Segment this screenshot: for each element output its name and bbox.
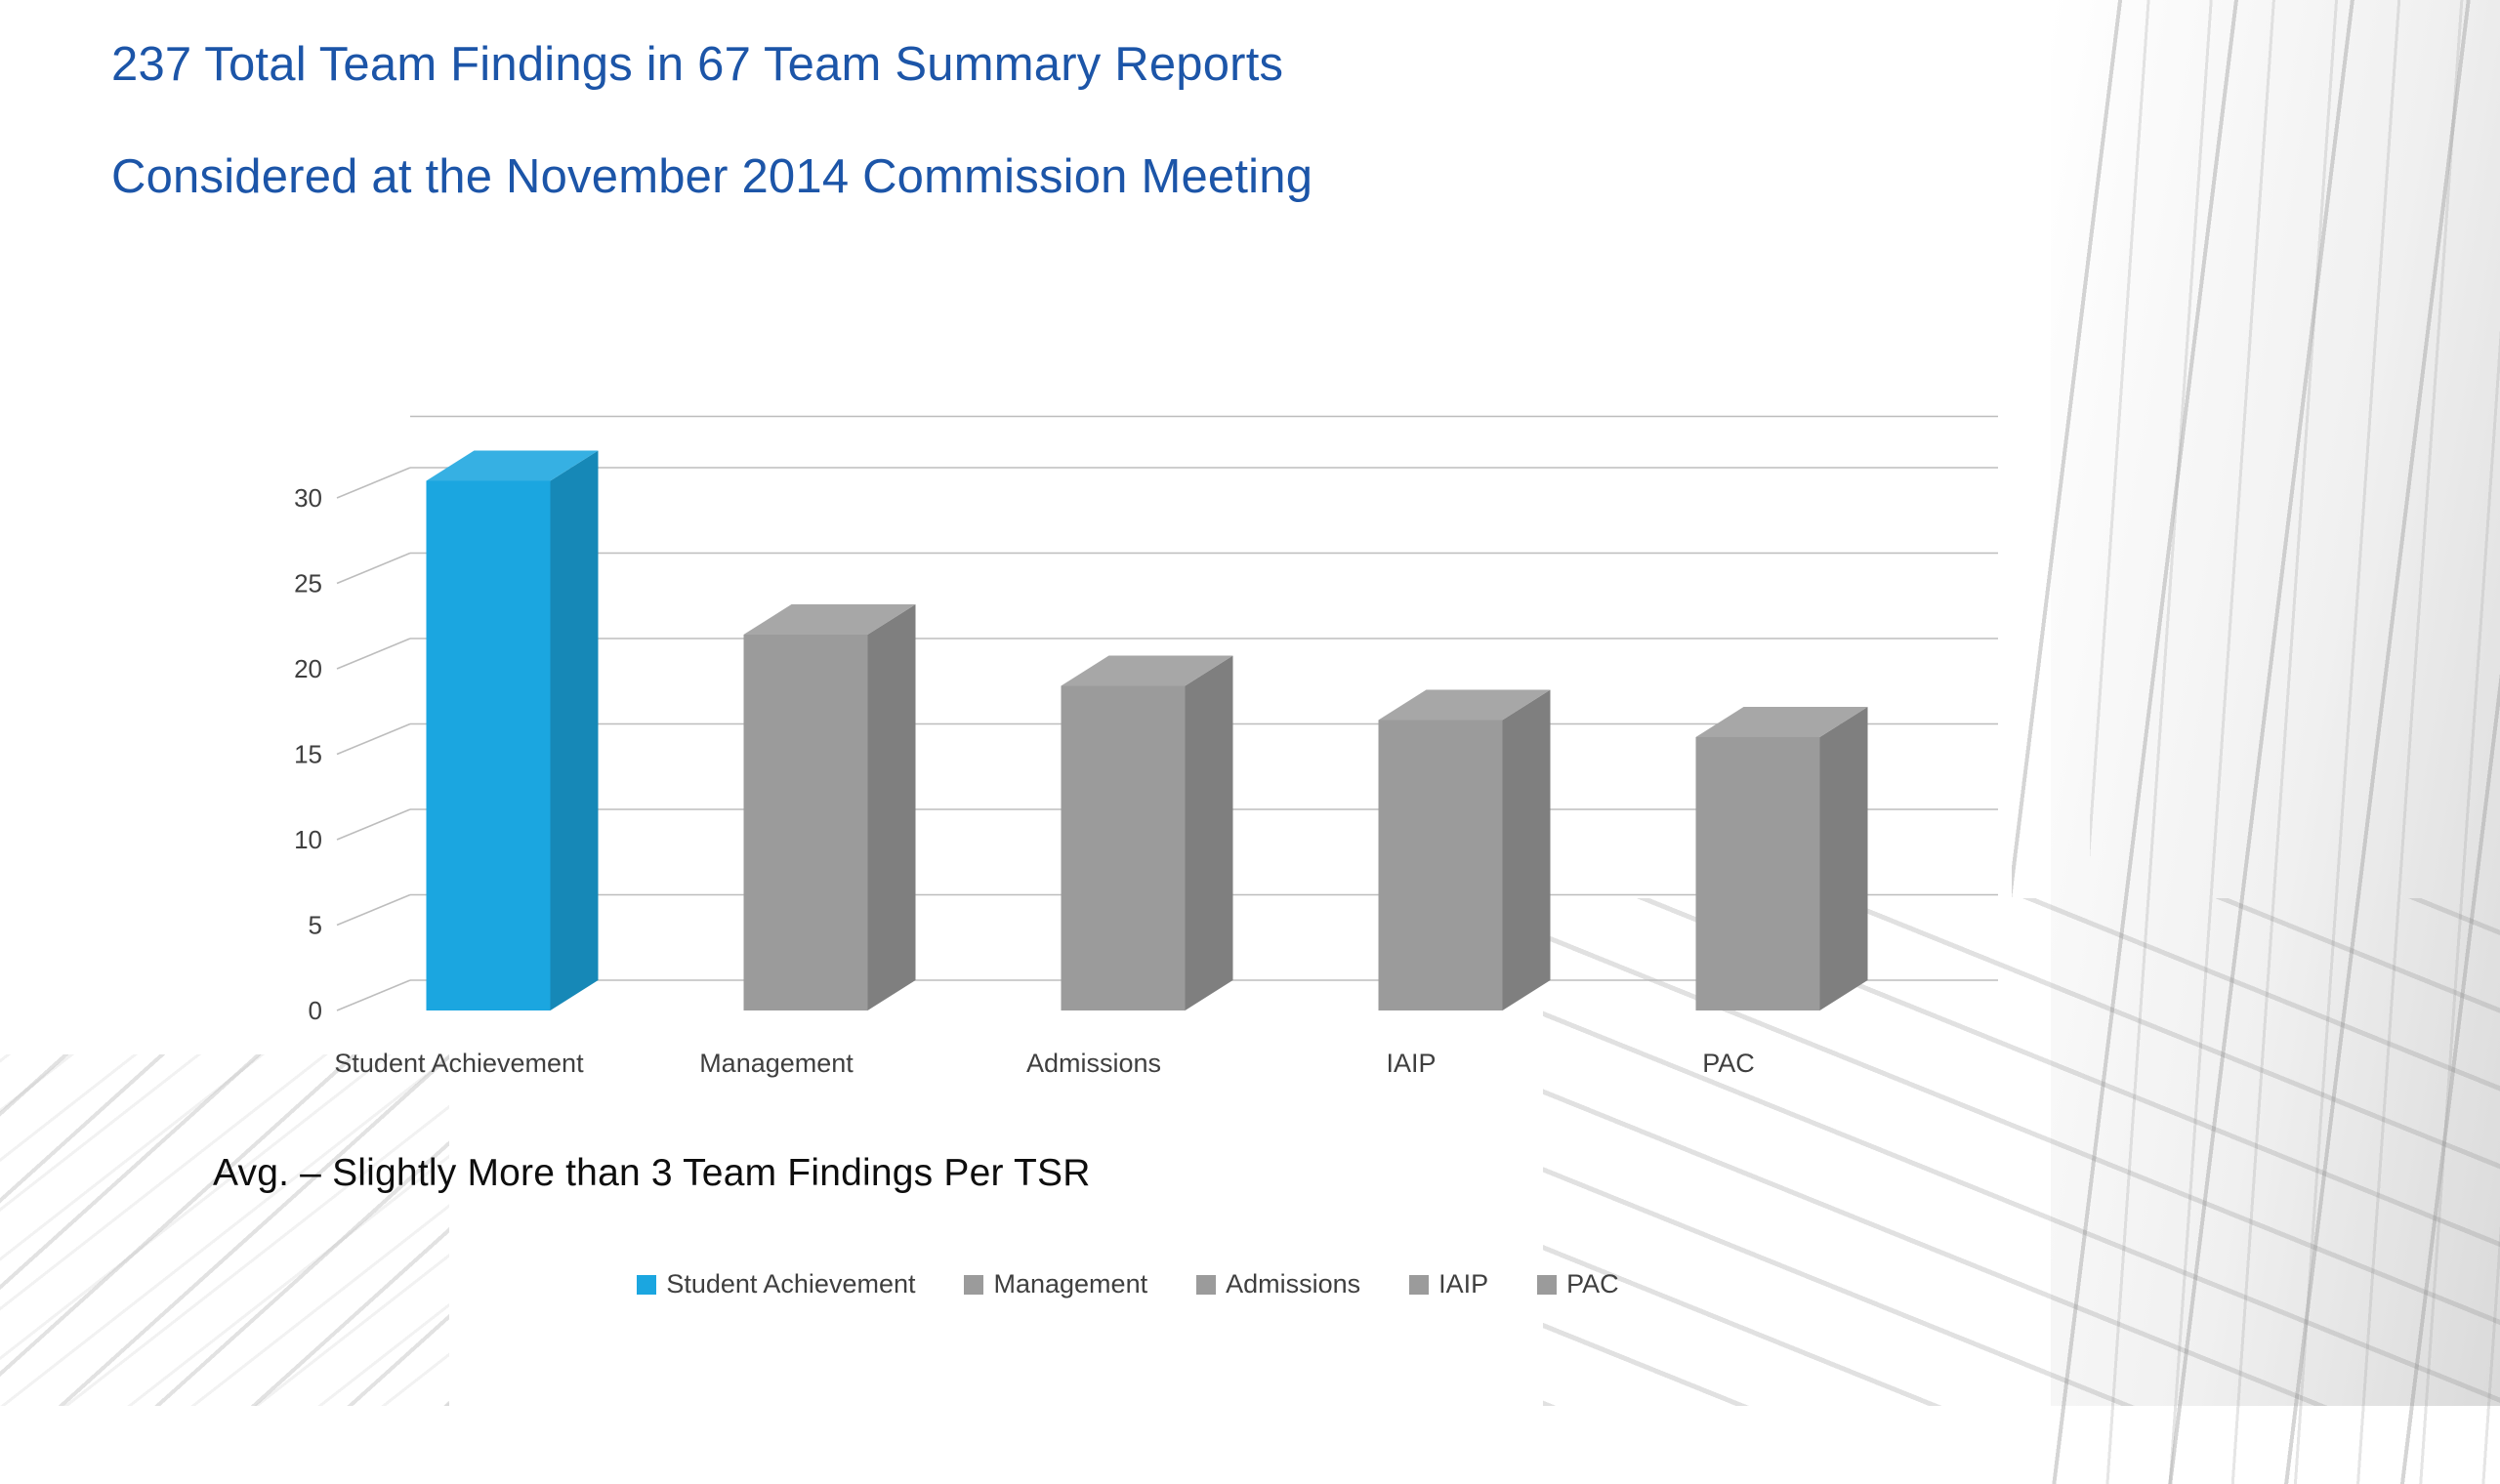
bar-front-student-achievement [426,480,551,1010]
bar-top-management [743,604,916,635]
bar-chart-canvas: 0 5 10 15 20 25 30 Student Achievement Managemen… [294,415,1998,1078]
y-tick-label: 10 [294,825,322,854]
x-category-label: Management [699,1049,854,1078]
chart-legend: Student Achievement Management Admissions I… [0,1269,2256,1299]
slide-title-line-1: 237 Total Team Findings in 67 Team Summa… [111,38,1284,91]
bar-front-pac [1695,737,1820,1010]
y-tick-label: 5 [309,911,322,940]
legend-item: Management [964,1269,1147,1299]
bar-top-admissions [1061,655,1233,686]
legend-label: PAC [1566,1269,1619,1298]
bar-top-iaip [1378,689,1551,721]
legend-swatch [1409,1274,1430,1295]
gridline-depth-25 [336,552,411,585]
average-annotation: Avg. – Slightly More than 3 Team Finding… [213,1152,1091,1194]
legend-label: Student Achievement [666,1269,916,1298]
gridline-depth-0 [336,979,411,1011]
bar-side-student-achievement [550,450,599,1010]
background-architecture-right [2012,0,2500,1484]
bar-chart: 0 5 10 15 20 25 30 Student Achievement Managemen… [244,410,2051,1152]
legend-item: Student Achievement [637,1269,915,1299]
gridline-depth-15 [336,722,411,756]
gridline-depth-10 [336,808,411,841]
x-category-label: IAIP [1386,1049,1436,1078]
slide-title: 237 Total Team Findings in 67 Team Summa… [111,41,1312,201]
legend-label: IAIP [1438,1269,1489,1298]
legend-swatch [637,1274,657,1295]
bar-top-pac [1695,707,1868,737]
y-tick-label: 0 [309,996,322,1025]
y-tick-label: 20 [294,654,322,683]
legend-item: Admissions [1196,1269,1360,1299]
bar-side-management [867,604,916,1010]
legend-item: IAIP [1409,1269,1488,1299]
bar-front-iaip [1378,720,1503,1010]
gridline-depth-30 [336,467,411,499]
legend-label: Admissions [1226,1269,1361,1298]
x-category-label: Admissions [1026,1049,1161,1078]
x-category-label: Student Achievement [334,1049,584,1078]
bar-top-student-achievement [426,450,599,481]
bar-side-admissions [1185,655,1233,1010]
y-tick-label: 15 [294,740,322,769]
y-tick-label: 30 [294,483,322,513]
legend-label: Management [993,1269,1148,1298]
y-tick-label: 25 [294,569,322,598]
x-category-label: PAC [1702,1049,1755,1078]
gridline-depth-5 [336,893,411,927]
legend-swatch [964,1274,984,1295]
bar-side-pac [1819,707,1868,1010]
bar-side-iaip [1502,689,1551,1010]
bar-front-admissions [1061,685,1186,1010]
legend-swatch [1196,1274,1217,1295]
slide-title-line-2: Considered at the November 2014 Commissi… [111,150,1313,203]
bar-front-management [743,635,868,1010]
legend-item: PAC [1537,1269,1619,1299]
gridline-depth-20 [336,638,411,670]
legend-swatch [1537,1274,1558,1295]
